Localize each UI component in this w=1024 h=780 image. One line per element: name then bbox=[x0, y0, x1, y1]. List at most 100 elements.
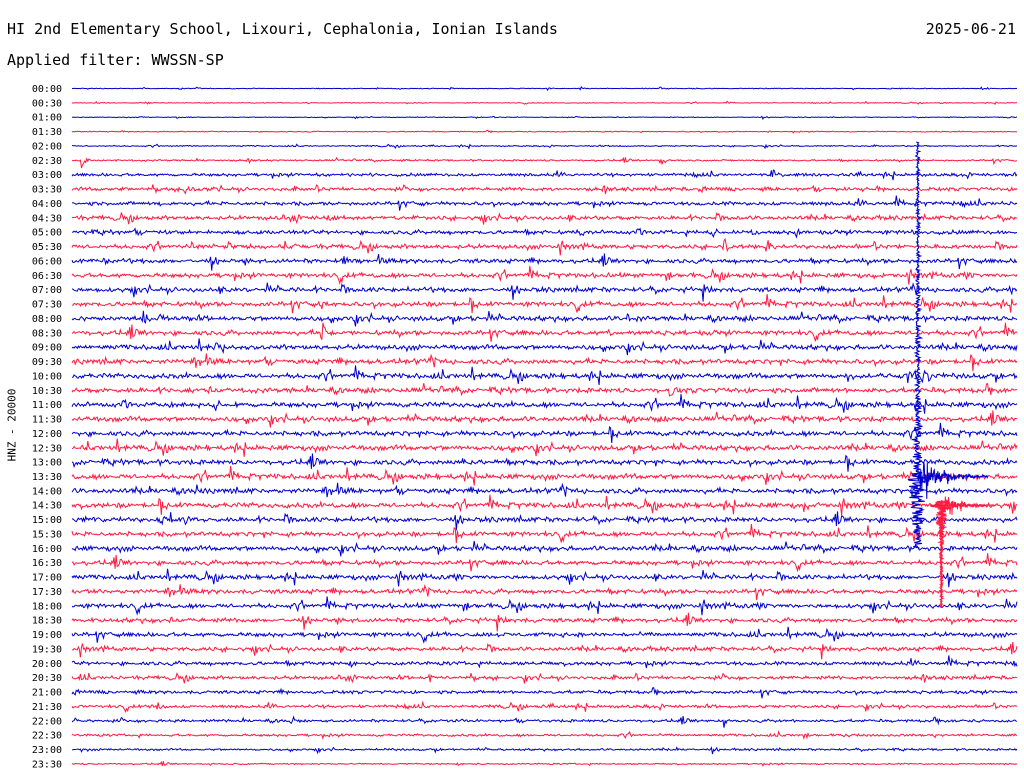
row-label-1330: 13:30 bbox=[32, 472, 62, 483]
record-date: 2025-06-21 bbox=[925, 20, 1016, 38]
row-label-0300: 03:00 bbox=[32, 170, 62, 181]
trace-row-0300 bbox=[71, 169, 1018, 181]
row-label-0330: 03:30 bbox=[32, 185, 62, 196]
trace-row-1100 bbox=[71, 394, 1018, 414]
trace-row-0630 bbox=[71, 265, 1018, 286]
row-label-1630: 16:30 bbox=[32, 558, 62, 569]
trace-row-0800 bbox=[71, 310, 1018, 327]
row-label-2200: 22:00 bbox=[32, 716, 62, 727]
row-label-1000: 10:00 bbox=[32, 371, 62, 382]
trace-row-0530 bbox=[71, 237, 1018, 256]
row-label-0630: 06:30 bbox=[32, 271, 62, 282]
trace-row-1030 bbox=[71, 383, 1018, 397]
row-label-0030: 00:30 bbox=[32, 98, 62, 109]
row-label-2230: 22:30 bbox=[32, 731, 62, 742]
trace-row-1330 bbox=[71, 465, 1018, 486]
row-label-1100: 11:00 bbox=[32, 400, 62, 411]
row-label-0700: 07:00 bbox=[32, 285, 62, 296]
earthquake-signal-aftershock bbox=[929, 500, 952, 608]
row-label-2300: 23:00 bbox=[32, 745, 62, 756]
row-label-1130: 11:30 bbox=[32, 415, 62, 426]
earthquake-coda-primary bbox=[917, 462, 989, 499]
row-label-0400: 04:00 bbox=[32, 199, 62, 210]
row-label-0100: 01:00 bbox=[32, 113, 62, 124]
trace-row-2130 bbox=[71, 700, 1018, 714]
trace-row-1500 bbox=[71, 511, 1018, 531]
trace-row-1230 bbox=[71, 438, 1018, 457]
row-label-0130: 01:30 bbox=[32, 127, 62, 138]
trace-row-0400 bbox=[71, 195, 1018, 211]
trace-row-1900 bbox=[71, 626, 1018, 644]
filter-label: Applied filter: WWSSN-SP bbox=[7, 51, 224, 69]
row-label-0830: 08:30 bbox=[32, 328, 62, 339]
trace-row-1430 bbox=[71, 494, 1018, 516]
row-label-0930: 09:30 bbox=[32, 357, 62, 368]
trace-row-0500 bbox=[71, 227, 1018, 239]
trace-row-1300 bbox=[71, 453, 1018, 472]
row-label-2100: 21:00 bbox=[32, 688, 62, 699]
row-label-1230: 12:30 bbox=[32, 443, 62, 454]
row-label-1700: 17:00 bbox=[32, 573, 62, 584]
row-label-1830: 18:30 bbox=[32, 616, 62, 627]
trace-row-0600 bbox=[71, 253, 1018, 271]
row-label-1500: 15:00 bbox=[32, 515, 62, 526]
row-label-2000: 20:00 bbox=[32, 659, 62, 670]
trace-row-1700 bbox=[71, 568, 1018, 588]
trace-row-1730 bbox=[71, 584, 1018, 601]
row-label-0730: 07:30 bbox=[32, 300, 62, 311]
row-label-1430: 14:30 bbox=[32, 501, 62, 512]
trace-row-1000 bbox=[71, 365, 1018, 386]
row-label-0530: 05:30 bbox=[32, 242, 62, 253]
trace-row-1830 bbox=[71, 612, 1018, 632]
row-label-1600: 16:00 bbox=[32, 544, 62, 555]
station-title: HI 2nd Elementary School, Lixouri, Cepha… bbox=[7, 20, 558, 38]
trace-row-1530 bbox=[71, 523, 1018, 544]
row-label-0500: 05:00 bbox=[32, 228, 62, 239]
row-label-1730: 17:30 bbox=[32, 587, 62, 598]
trace-row-0030 bbox=[71, 100, 1018, 106]
trace-row-0100 bbox=[71, 115, 1018, 121]
trace-row-0700 bbox=[71, 282, 1018, 302]
trace-row-2230 bbox=[71, 730, 1018, 741]
row-label-2030: 20:30 bbox=[32, 673, 62, 684]
row-label-2330: 23:30 bbox=[32, 759, 62, 770]
trace-row-1130 bbox=[71, 410, 1018, 428]
trace-row-0000 bbox=[71, 85, 1018, 92]
row-label-0200: 02:00 bbox=[32, 141, 62, 152]
row-label-1200: 12:00 bbox=[32, 429, 62, 440]
row-label-0430: 04:30 bbox=[32, 213, 62, 224]
trace-row-1800 bbox=[71, 596, 1018, 616]
row-label-1530: 15:30 bbox=[32, 529, 62, 540]
trace-row-0730 bbox=[71, 294, 1018, 314]
row-label-1030: 10:30 bbox=[32, 386, 62, 397]
row-label-0600: 06:00 bbox=[32, 256, 62, 267]
row-label-0800: 08:00 bbox=[32, 314, 62, 325]
trace-row-0930 bbox=[71, 353, 1018, 372]
trace-row-2000 bbox=[71, 655, 1018, 669]
trace-row-0430 bbox=[71, 211, 1018, 225]
trace-row-2200 bbox=[71, 715, 1018, 728]
row-label-1300: 13:00 bbox=[32, 458, 62, 469]
trace-row-2030 bbox=[71, 672, 1018, 684]
row-label-1800: 18:00 bbox=[32, 601, 62, 612]
trace-row-1600 bbox=[71, 540, 1018, 557]
row-label-1400: 14:00 bbox=[32, 486, 62, 497]
seismic-traces bbox=[71, 85, 1018, 767]
trace-row-0130 bbox=[71, 129, 1018, 134]
row-label-1930: 19:30 bbox=[32, 644, 62, 655]
trace-row-1400 bbox=[71, 482, 1018, 498]
row-label-0900: 09:00 bbox=[32, 343, 62, 354]
row-label-2130: 21:30 bbox=[32, 702, 62, 713]
trace-row-1930 bbox=[71, 641, 1018, 660]
trace-row-2330 bbox=[71, 760, 1018, 767]
row-label-0000: 00:00 bbox=[32, 84, 62, 95]
trace-row-1200 bbox=[71, 422, 1018, 444]
earthquake-coda-aftershock bbox=[940, 496, 997, 518]
trace-row-2300 bbox=[71, 746, 1018, 755]
trace-row-0230 bbox=[71, 156, 1018, 169]
earthquake-signal-primary bbox=[907, 141, 926, 549]
row-label-1900: 19:00 bbox=[32, 630, 62, 641]
row-labels: 00:00 00:30 01:00 01:30 02:00 02:30 03:00 03:30… bbox=[32, 84, 62, 770]
trace-row-0330 bbox=[71, 184, 1018, 195]
